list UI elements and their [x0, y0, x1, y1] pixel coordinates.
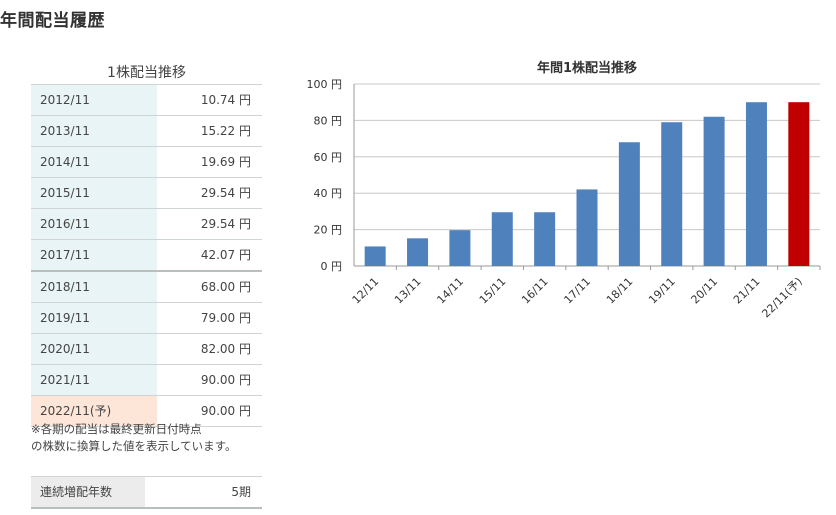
table-value-cell: 29.54 円: [200, 217, 251, 231]
table-year-cell: 2014/11: [31, 147, 157, 177]
table-value-cell: 90.00 円: [200, 404, 251, 418]
y-tick-label: 40 円: [314, 187, 343, 200]
table-row: 2017/11 42.07 円: [31, 240, 262, 272]
x-tick-label: 17/11: [562, 275, 594, 307]
y-tick-label: 100 円: [307, 78, 343, 91]
table-value-cell: 68.00 円: [200, 280, 251, 294]
table-value-cell: 19.69 円: [200, 155, 251, 169]
table-row: 2019/11 79.00 円: [31, 303, 262, 334]
table-row: 2012/11 10.74 円: [31, 85, 262, 116]
forecast-bar: [788, 102, 810, 266]
x-tick-label: 20/11: [689, 275, 721, 307]
note-line-1: ※各期の配当は最終更新日付時点: [31, 422, 202, 436]
bar: [576, 189, 598, 266]
page-title: 年間配当履歴: [0, 11, 105, 31]
table-year-cell: 2016/11: [31, 209, 157, 239]
x-tick-label: 21/11: [731, 275, 763, 307]
bar: [407, 238, 429, 266]
y-tick-label: 0 円: [321, 260, 343, 273]
table-value-cell: 42.07 円: [200, 248, 251, 262]
table-value-cell: 29.54 円: [200, 186, 251, 200]
dividend-table: 2012/11 10.74 円 2013/11 15.22 円 2014/11 19.69…: [31, 84, 262, 427]
x-tick-label: 15/11: [477, 275, 509, 307]
table-caption: 1株配当推移: [107, 65, 186, 81]
x-tick-label: 18/11: [604, 275, 636, 307]
dividend-chart: 年間1株配当推移 0 円 20 円 40 円 60 円 80 円 100 円 12/11 13/…: [290, 52, 830, 342]
table-value-cell: 82.00 円: [200, 342, 251, 356]
consecutive-increase-row: 連続増配年数 5期: [31, 476, 262, 509]
table-row: 2015/11 29.54 円: [31, 178, 262, 209]
x-tick-label: 14/11: [434, 275, 466, 307]
table-value-cell: 90.00 円: [200, 373, 251, 387]
table-value-cell: 15.22 円: [200, 124, 251, 138]
table-row: 2022/11(予) 90.00 円: [31, 396, 262, 427]
y-tick-label: 20 円: [314, 224, 343, 237]
table-year-cell: 2017/11: [31, 240, 157, 270]
table-year-cell: 2015/11: [31, 178, 157, 208]
bar: [661, 122, 683, 266]
table-year-cell: 2013/11: [31, 116, 157, 146]
x-tick-label: 12/11: [350, 275, 382, 307]
table-row: 2021/11 90.00 円: [31, 365, 262, 396]
table-row: 2020/11 82.00 円: [31, 334, 262, 365]
table-year-cell: 2019/11: [31, 303, 157, 333]
x-tick-label: 16/11: [519, 275, 551, 307]
table-year-cell: 2020/11: [31, 334, 157, 364]
bar: [364, 246, 386, 266]
bar: [491, 212, 513, 266]
bar: [534, 212, 556, 266]
x-tick-label: 13/11: [392, 275, 424, 307]
y-tick-label: 60 円: [314, 151, 343, 164]
dividend-note: ※各期の配当は最終更新日付時点 の株数に換算した値を表示しています。: [31, 421, 271, 455]
bar: [449, 230, 471, 266]
streak-value: 5期: [231, 485, 251, 499]
x-tick-label: 19/11: [646, 275, 678, 307]
table-row: 2014/11 19.69 円: [31, 147, 262, 178]
dividend-bar-chart: 年間1株配当推移 0 円 20 円 40 円 60 円 80 円 100 円 12/11 13/…: [307, 60, 821, 320]
y-tick-label: 80 円: [314, 114, 343, 127]
table-row: 2013/11 15.22 円: [31, 116, 262, 147]
x-tick-label: 22/11(予): [759, 275, 804, 320]
table-year-cell: 2022/11(予): [31, 396, 157, 426]
table-year-cell: 2021/11: [31, 365, 157, 395]
table-year-cell: 2018/11: [31, 272, 157, 302]
table-year-cell: 2012/11: [31, 85, 157, 115]
table-row: 2018/11 68.00 円: [31, 272, 262, 303]
bar: [745, 102, 767, 266]
table-value-cell: 10.74 円: [200, 93, 251, 107]
bar: [703, 116, 725, 266]
table-row: 2016/11 29.54 円: [31, 209, 262, 240]
bar: [618, 142, 640, 266]
chart-title: 年間1株配当推移: [537, 60, 637, 76]
table-value-cell: 79.00 円: [200, 311, 251, 325]
streak-label: 連続増配年数: [31, 477, 145, 507]
note-line-2: の株数に換算した値を表示しています。: [31, 439, 237, 453]
